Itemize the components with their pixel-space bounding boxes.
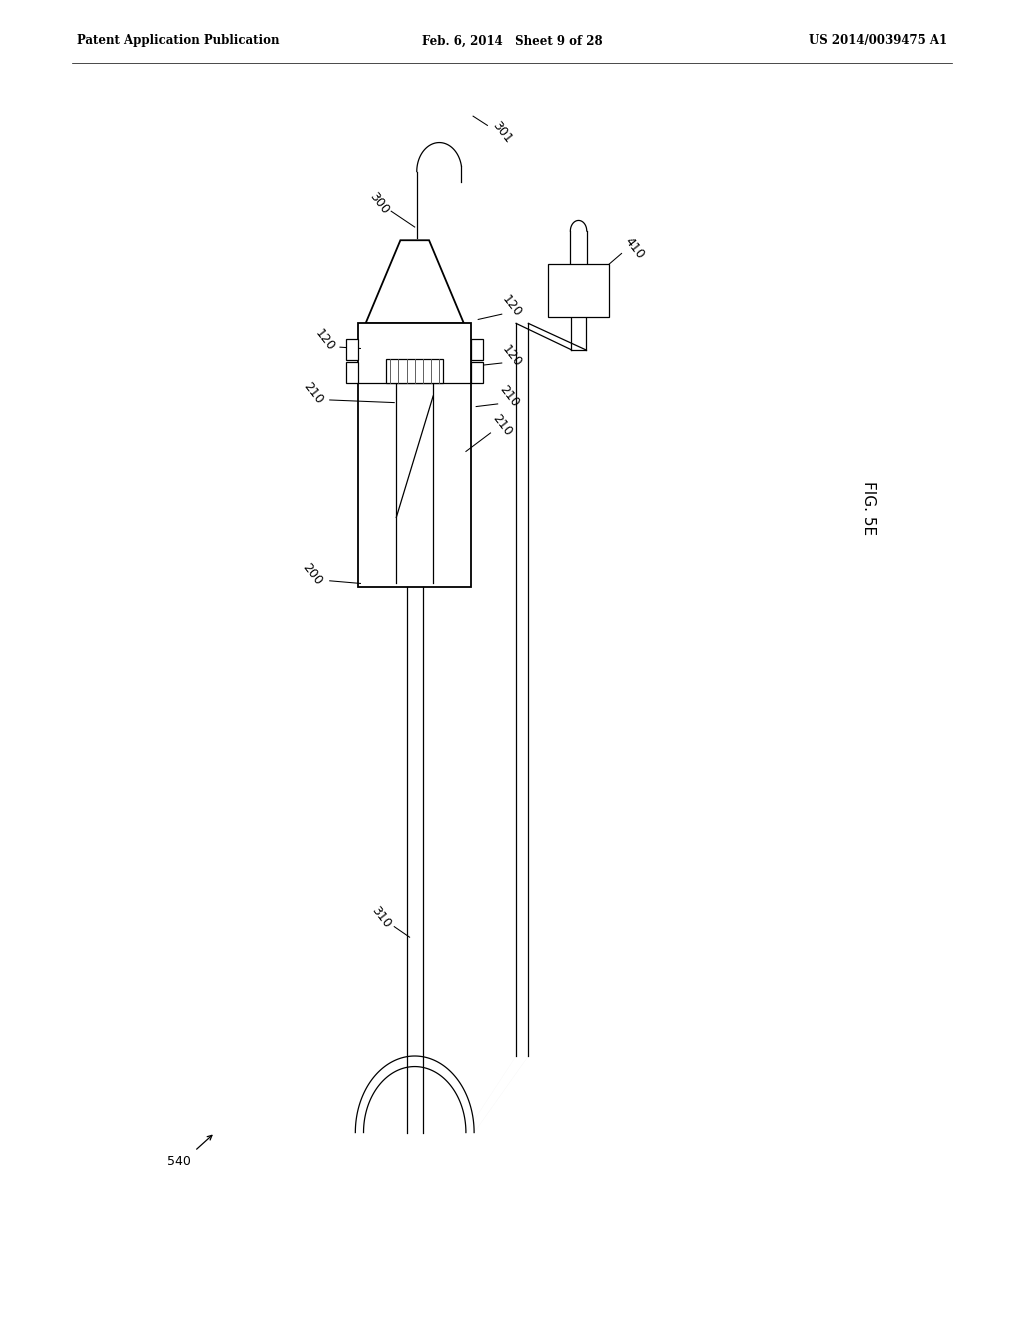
Text: 120: 120	[500, 293, 524, 319]
Text: 120: 120	[500, 343, 524, 370]
Polygon shape	[346, 339, 358, 360]
Polygon shape	[386, 359, 443, 383]
Polygon shape	[548, 264, 609, 317]
Text: 210: 210	[301, 380, 326, 407]
Text: US 2014/0039475 A1: US 2014/0039475 A1	[809, 34, 947, 48]
Text: 410: 410	[623, 235, 647, 261]
Polygon shape	[366, 240, 464, 323]
Text: FIG. 5E: FIG. 5E	[861, 480, 876, 536]
Polygon shape	[358, 323, 471, 587]
Polygon shape	[471, 362, 483, 383]
Polygon shape	[471, 339, 483, 360]
Text: 200: 200	[300, 561, 325, 587]
Text: Feb. 6, 2014   Sheet 9 of 28: Feb. 6, 2014 Sheet 9 of 28	[422, 34, 602, 48]
Text: 210: 210	[489, 412, 514, 438]
Text: 301: 301	[489, 119, 514, 145]
Text: 540: 540	[167, 1155, 191, 1168]
Text: 300: 300	[367, 190, 391, 216]
Text: 310: 310	[369, 904, 393, 931]
Text: 210: 210	[497, 383, 521, 409]
Polygon shape	[346, 362, 358, 383]
Text: Patent Application Publication: Patent Application Publication	[77, 34, 280, 48]
Text: 120: 120	[312, 327, 337, 354]
